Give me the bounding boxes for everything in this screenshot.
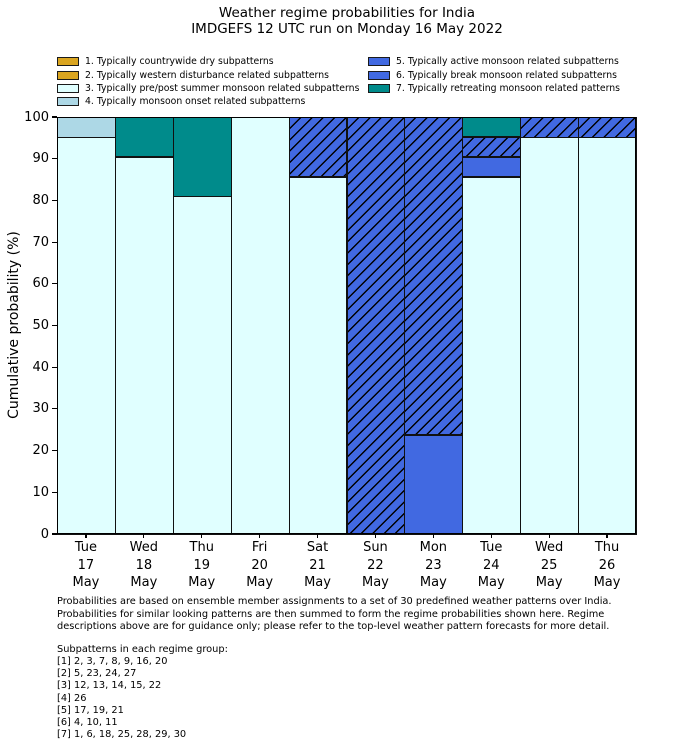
y-tick-mark-20 — [51, 450, 57, 452]
x-tick-label-thu-26-may: Thu 26 May — [593, 540, 621, 590]
y-tick-label-60: 60 — [32, 276, 49, 292]
y-tick-label-10: 10 — [32, 484, 49, 500]
x-tick-mark-6 — [432, 534, 434, 538]
x-tick-mark-2 — [201, 534, 203, 538]
y-tick-label-80: 80 — [32, 192, 49, 208]
footnote-paragraph: Probabilities are based on ensemble memb… — [57, 596, 612, 633]
x-tick-mark-7 — [490, 534, 492, 538]
legend-label-regime-5: 5. Typically active monsoon related subp… — [396, 56, 619, 68]
x-tick-label-sun-22-may: Sun 22 May — [361, 540, 389, 590]
x-tick-label-tue-24-may: Tue 24 May — [477, 540, 505, 590]
y-tick-mark-40 — [51, 366, 57, 368]
y-tick-mark-90 — [51, 158, 57, 160]
x-tick-label-wed-18-may: Wed 18 May — [129, 540, 159, 590]
legend-swatch-regime-3 — [57, 83, 79, 93]
y-tick-mark-60 — [51, 283, 57, 285]
legend-item-regime-7: 7. Typically retreating monsoon related … — [368, 82, 620, 95]
x-tick-label-wed-25-may: Wed 25 May — [534, 540, 564, 590]
subpatterns-heading: Subpatterns in each regime group: — [57, 644, 228, 655]
legend-swatch-regime-5 — [368, 57, 390, 67]
x-tick-mark-1 — [143, 534, 145, 538]
y-tick-label-100: 100 — [24, 109, 49, 125]
y-tick-label-0: 0 — [40, 526, 49, 542]
bar-segment-thu-26-may-regime-6 — [578, 117, 637, 138]
bar-segment-mon-23-may-regime-5 — [404, 434, 464, 535]
legend-label-regime-1: 1. Typically countrywide dry subpatterns — [85, 56, 274, 68]
bar-segment-fri-20-may-regime-3 — [230, 117, 290, 535]
x-tick-label-fri-20-may: Fri 20 May — [246, 540, 274, 590]
x-tick-label-mon-23-may: Mon 23 May — [419, 540, 448, 590]
x-tick-mark-8 — [548, 534, 550, 538]
legend-label-regime-3: 3. Typically pre/post summer monsoon rel… — [85, 82, 360, 94]
y-tick-mark-0 — [51, 533, 57, 535]
bar-segment-tue-17-may-regime-3 — [57, 137, 116, 535]
legend-label-regime-7: 7. Typically retreating monsoon related … — [396, 82, 621, 94]
x-tick-mark-9 — [606, 534, 608, 538]
legend-column-right: 5. Typically active monsoon related subp… — [368, 55, 620, 95]
legend-swatch-regime-6 — [368, 70, 390, 80]
y-tick-mark-100 — [51, 116, 57, 118]
bar-segment-wed-18-may-regime-3 — [114, 156, 174, 535]
chart-subtitle: IMDGEFS 12 UTC run on Monday 16 May 2022 — [191, 21, 503, 37]
y-tick-label-40: 40 — [32, 359, 49, 375]
y-tick-label-50: 50 — [32, 318, 49, 333]
legend-item-regime-5: 5. Typically active monsoon related subp… — [368, 55, 620, 68]
legend-item-regime-3: 3. Typically pre/post summer monsoon rel… — [57, 82, 359, 95]
bar-segment-sat-21-may-regime-3 — [288, 176, 348, 535]
x-tick-mark-5 — [374, 534, 377, 538]
bar-segment-tue-24-may-regime-6 — [462, 136, 522, 158]
y-tick-label-90: 90 — [32, 151, 49, 167]
bar-segment-tue-24-may-regime-7 — [462, 117, 522, 138]
legend-item-regime-4: 4. Typically monsoon onset related subpa… — [57, 95, 359, 108]
bar-segment-wed-25-may-regime-6 — [520, 117, 580, 138]
legend-swatch-regime-1 — [57, 57, 79, 67]
legend-swatch-regime-7 — [368, 83, 390, 93]
y-tick-mark-30 — [51, 408, 57, 410]
y-tick-mark-10 — [51, 491, 57, 493]
legend-label-regime-2: 2. Typically western disturbance related… — [85, 69, 329, 81]
legend-item-regime-6: 6. Typically break monsoon related subpa… — [368, 68, 620, 81]
legend-label-regime-4: 4. Typically monsoon onset related subpa… — [85, 96, 306, 108]
y-tick-mark-50 — [51, 324, 57, 327]
y-tick-mark-70 — [51, 241, 57, 243]
bar-segment-sun-22-may-regime-6 — [346, 117, 406, 535]
x-tick-mark-3 — [259, 534, 261, 538]
bar-segment-thu-19-may-regime-7 — [172, 117, 232, 197]
legend-item-regime-2: 2. Typically western disturbance related… — [57, 68, 359, 81]
bar-segment-thu-19-may-regime-3 — [172, 196, 232, 535]
legend-item-regime-1: 1. Typically countrywide dry subpatterns — [57, 55, 359, 68]
legend-column-left: 1. Typically countrywide dry subpatterns… — [57, 55, 359, 109]
y-tick-mark-80 — [51, 199, 57, 201]
x-tick-label-thu-19-may: Thu 19 May — [188, 540, 216, 590]
y-tick-label-70: 70 — [32, 234, 49, 250]
bar-segment-mon-23-may-regime-6 — [404, 117, 464, 436]
bar-segment-tue-24-may-regime-5 — [462, 156, 522, 178]
y-tick-label-20: 20 — [32, 443, 49, 459]
subpatterns-list: [1] 2, 3, 7, 8, 9, 16, 20 [2] 5, 23, 24,… — [57, 656, 187, 741]
bar-segment-tue-17-may-regime-4 — [57, 117, 116, 138]
legend-swatch-regime-4 — [57, 97, 79, 107]
x-tick-mark-0 — [85, 534, 87, 538]
legend-swatch-regime-2 — [57, 70, 79, 80]
x-tick-mark-4 — [316, 534, 319, 538]
x-tick-label-sat-21-may: Sat 21 May — [304, 540, 331, 590]
chart-title: Weather regime probabilities for India — [218, 5, 476, 21]
bar-segment-wed-18-may-regime-7 — [114, 117, 174, 158]
legend-label-regime-6: 6. Typically break monsoon related subpa… — [396, 69, 617, 81]
bar-segment-sat-21-may-regime-6 — [288, 117, 348, 178]
bar-segment-thu-26-may-regime-3 — [578, 137, 637, 535]
y-tick-label-30: 30 — [32, 401, 49, 417]
x-tick-label-tue-17-may: Tue 17 May — [72, 540, 100, 590]
bar-segment-tue-24-may-regime-3 — [462, 176, 522, 535]
bar-segment-wed-25-may-regime-3 — [520, 137, 580, 535]
